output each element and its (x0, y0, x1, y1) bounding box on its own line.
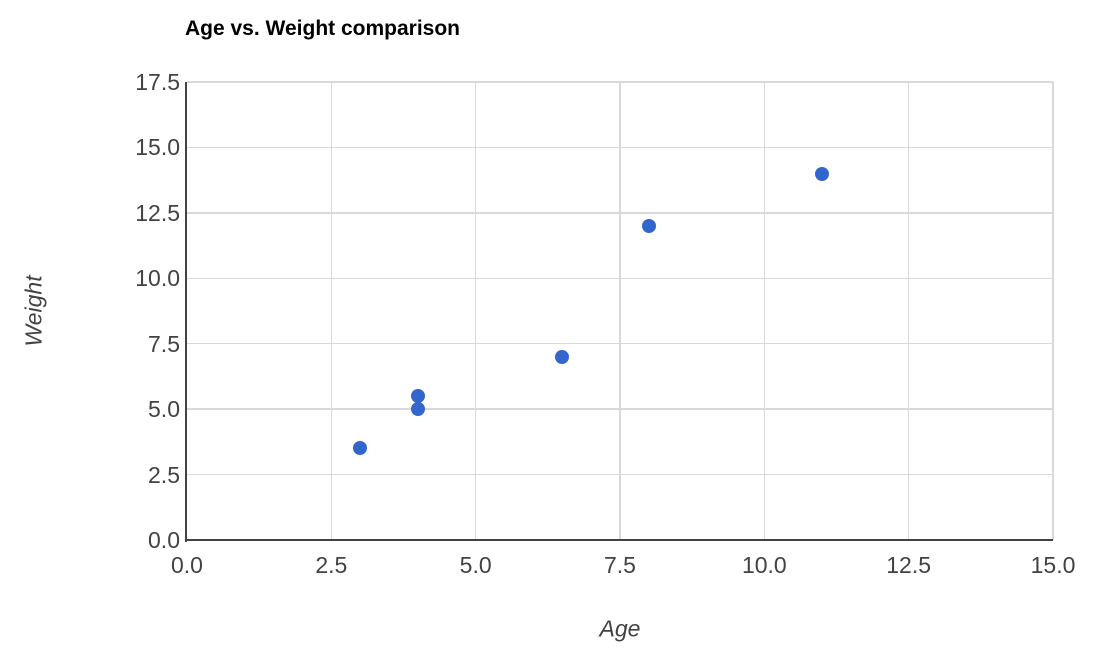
x-gridline (1052, 82, 1054, 540)
y-gridline (187, 212, 1053, 214)
y-gridline (187, 342, 1053, 345)
y-tick-label: 12.5 (135, 199, 180, 226)
y-gridline (187, 146, 1053, 149)
y-tick-label: 17.5 (135, 69, 180, 95)
x-axis-line (185, 539, 1053, 541)
chart-title: Age vs. Weight comparison (185, 17, 460, 40)
x-tick-label: 12.5 (886, 552, 932, 578)
data-point (410, 402, 425, 417)
x-axis-label: Age (599, 615, 641, 642)
data-point (410, 389, 425, 404)
y-tick-label: 2.5 (148, 461, 180, 488)
x-tick-label: 2.5 (315, 552, 348, 578)
y-tick-label: 5.0 (148, 396, 180, 423)
y-gridline (187, 81, 1053, 83)
x-tick-label: 10.0 (741, 552, 787, 578)
x-gridline (330, 82, 333, 540)
x-gridline (907, 82, 910, 540)
x-gridline (619, 82, 621, 540)
data-point (815, 166, 830, 181)
data-point (555, 349, 570, 364)
x-gridline (474, 82, 477, 540)
data-point (641, 218, 656, 233)
x-gridline (763, 82, 766, 540)
x-tick-label: 5.0 (459, 552, 492, 578)
x-tick-label: 15.0 (1030, 552, 1076, 578)
y-gridline (187, 408, 1053, 410)
y-tick-label: 7.5 (148, 330, 180, 357)
x-tick-label: 0.0 (171, 552, 203, 578)
y-tick-label: 10.0 (135, 265, 180, 292)
y-gridline (187, 277, 1053, 280)
x-tick-label: 7.5 (604, 552, 636, 578)
y-tick-label: 15.0 (135, 134, 180, 161)
y-gridline (187, 473, 1053, 476)
y-axis-line (185, 82, 187, 542)
data-point (353, 441, 368, 456)
y-tick-label: 0.0 (148, 527, 180, 553)
